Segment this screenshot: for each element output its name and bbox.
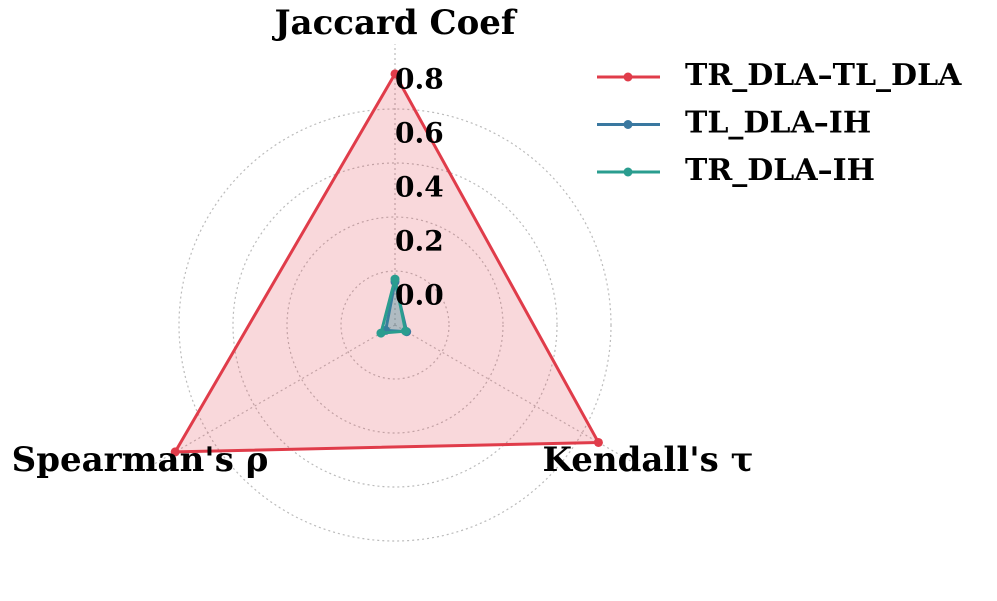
spoke — [151, 324, 396, 466]
r-tick-label: 0.8 — [395, 63, 444, 96]
legend-label: TR_DLA–IH — [685, 153, 875, 188]
category-label: Spearman's ρ — [12, 440, 269, 480]
legend-marker — [623, 72, 633, 82]
data-point — [401, 326, 411, 336]
legend-marker — [623, 120, 633, 129]
grid-circle — [178, 108, 612, 542]
data-point — [376, 328, 386, 338]
grid-circle — [232, 162, 558, 488]
legend-label: TR_DLA–TL_DLA — [685, 58, 962, 93]
series-area — [173, 72, 600, 454]
data-point — [390, 274, 400, 284]
data-point — [390, 69, 400, 79]
r-tick-label: 0.4 — [395, 171, 444, 204]
legend-marker — [623, 167, 633, 177]
data-point — [170, 447, 180, 457]
legend-label: TL_DLA–IH — [685, 106, 871, 141]
category-label: Jaccard Coef — [271, 3, 517, 43]
grid-circle — [340, 270, 450, 380]
spoke — [394, 324, 639, 466]
data-point — [593, 437, 603, 447]
r-tick-label: 0.0 — [395, 279, 444, 312]
grid-circle — [286, 216, 504, 434]
category-label: Kendall's τ — [542, 440, 753, 480]
series-area — [379, 277, 408, 335]
r-tick-label: 0.6 — [395, 117, 444, 150]
r-tick-label: 0.2 — [395, 225, 444, 258]
